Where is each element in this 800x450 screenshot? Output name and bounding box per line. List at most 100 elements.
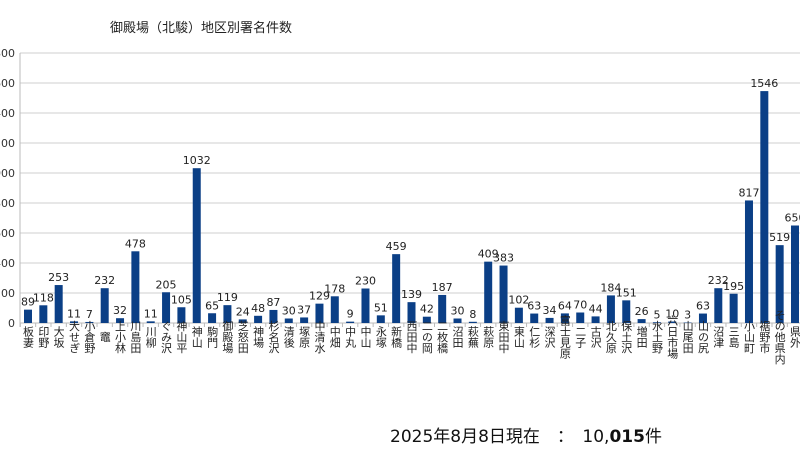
data-label: 139 xyxy=(401,288,422,301)
bar xyxy=(729,293,738,323)
data-label: 817 xyxy=(738,186,759,199)
bar xyxy=(330,296,339,323)
data-label: 65 xyxy=(205,299,219,312)
bar xyxy=(545,317,554,323)
data-label: 383 xyxy=(493,252,514,265)
data-label: 37 xyxy=(297,303,311,316)
x-tick-label: 深沢 xyxy=(543,326,556,349)
data-label: 44 xyxy=(589,302,603,315)
x-tick-label: 富士見原 xyxy=(558,314,571,359)
x-tick-label: 川島田 xyxy=(129,321,142,354)
data-label: 89 xyxy=(21,296,35,309)
y-tick-label: 1600 xyxy=(0,77,15,90)
bar xyxy=(698,313,707,323)
x-tick-label: 板妻 xyxy=(22,325,35,349)
x-tick-label: 沼田 xyxy=(451,325,464,348)
bar xyxy=(775,245,784,323)
data-label: 3 xyxy=(684,309,691,322)
x-tick-label: 萩蕪 xyxy=(466,326,479,349)
bar xyxy=(100,288,109,323)
x-tick-label: 大せぎ xyxy=(68,319,81,353)
bar xyxy=(192,168,201,323)
bar xyxy=(24,309,32,323)
bar xyxy=(361,288,370,323)
total-prefix: 10, xyxy=(582,427,610,447)
x-tick-label: 古沢 xyxy=(589,326,602,349)
data-label: 1546 xyxy=(750,77,778,90)
bar xyxy=(346,321,355,323)
data-label: 10 xyxy=(665,308,679,321)
data-label: 30 xyxy=(282,305,296,318)
x-tick-label: 駒門 xyxy=(206,326,219,349)
bar xyxy=(514,307,523,323)
bar xyxy=(760,91,769,323)
data-label: 64 xyxy=(558,299,572,312)
data-label: 63 xyxy=(527,300,541,313)
data-label: 232 xyxy=(94,274,115,287)
y-tick-label: 1000 xyxy=(0,167,15,180)
x-tick-label: 中丸 xyxy=(344,326,357,349)
x-tick-label: 東田中 xyxy=(497,320,510,353)
bar xyxy=(652,322,661,323)
data-label: 24 xyxy=(236,305,250,318)
bar xyxy=(315,303,324,323)
data-label: 26 xyxy=(635,305,649,318)
x-tick-label: 二子 xyxy=(574,326,587,348)
data-label: 253 xyxy=(48,271,69,284)
bar xyxy=(300,317,309,323)
bar xyxy=(70,321,79,323)
data-label: 11 xyxy=(67,307,81,320)
x-tick-label: 小山町 xyxy=(742,320,755,353)
total-unit: 件 xyxy=(644,427,662,447)
x-tick-label: 芝怒田 xyxy=(236,320,249,353)
data-label: 151 xyxy=(616,286,637,299)
data-label: 70 xyxy=(573,299,587,312)
x-tick-label: 二枚橋 xyxy=(436,321,449,355)
data-label: 87 xyxy=(266,296,280,309)
bar xyxy=(530,313,539,323)
data-label: 205 xyxy=(156,278,177,291)
x-tick-label: 印野 xyxy=(37,326,50,348)
data-label: 105 xyxy=(171,293,192,306)
x-tick-label: 中山 xyxy=(359,326,372,348)
bar xyxy=(177,307,186,323)
data-label: 102 xyxy=(508,294,529,307)
x-tick-label: 水土野 xyxy=(650,320,663,353)
x-tick-label: 中畑 xyxy=(328,326,341,348)
bar xyxy=(162,292,171,323)
data-label: 42 xyxy=(420,303,434,316)
date-label: 2025年8月8日現在 ： xyxy=(390,427,583,447)
y-tick-label: 1200 xyxy=(0,137,15,150)
bar xyxy=(238,319,247,323)
x-tick-label: 中清水 xyxy=(313,320,326,353)
data-label: 184 xyxy=(600,281,621,294)
bar xyxy=(744,200,753,323)
bar xyxy=(422,316,431,323)
bar xyxy=(622,300,631,323)
x-tick-label: 清後 xyxy=(282,326,295,348)
data-label: 195 xyxy=(723,280,744,293)
x-tick-label: 上小林 xyxy=(114,320,127,353)
x-tick-label: 杉名沢 xyxy=(267,319,280,354)
bar xyxy=(54,285,63,323)
total-bold: 015 xyxy=(609,427,645,447)
x-tick-label: 大坂 xyxy=(52,325,65,349)
x-tick-label: 六日市場 xyxy=(666,315,679,360)
x-tick-label: 永塚 xyxy=(374,325,387,348)
data-label: 178 xyxy=(324,282,345,295)
data-label: 118 xyxy=(33,291,54,304)
bar xyxy=(223,305,232,323)
x-tick-label: 小倉野 xyxy=(83,320,96,353)
y-tick-label: 0 xyxy=(8,317,15,330)
data-label: 48 xyxy=(251,302,265,315)
bar xyxy=(468,321,477,323)
bar xyxy=(576,312,585,323)
data-label: 409 xyxy=(478,248,499,261)
data-label: 650 xyxy=(785,212,800,225)
data-label: 187 xyxy=(432,281,453,294)
bar xyxy=(407,302,416,323)
bar xyxy=(714,288,723,323)
y-tick-label: 200 xyxy=(0,287,15,300)
data-label: 8 xyxy=(469,308,476,321)
